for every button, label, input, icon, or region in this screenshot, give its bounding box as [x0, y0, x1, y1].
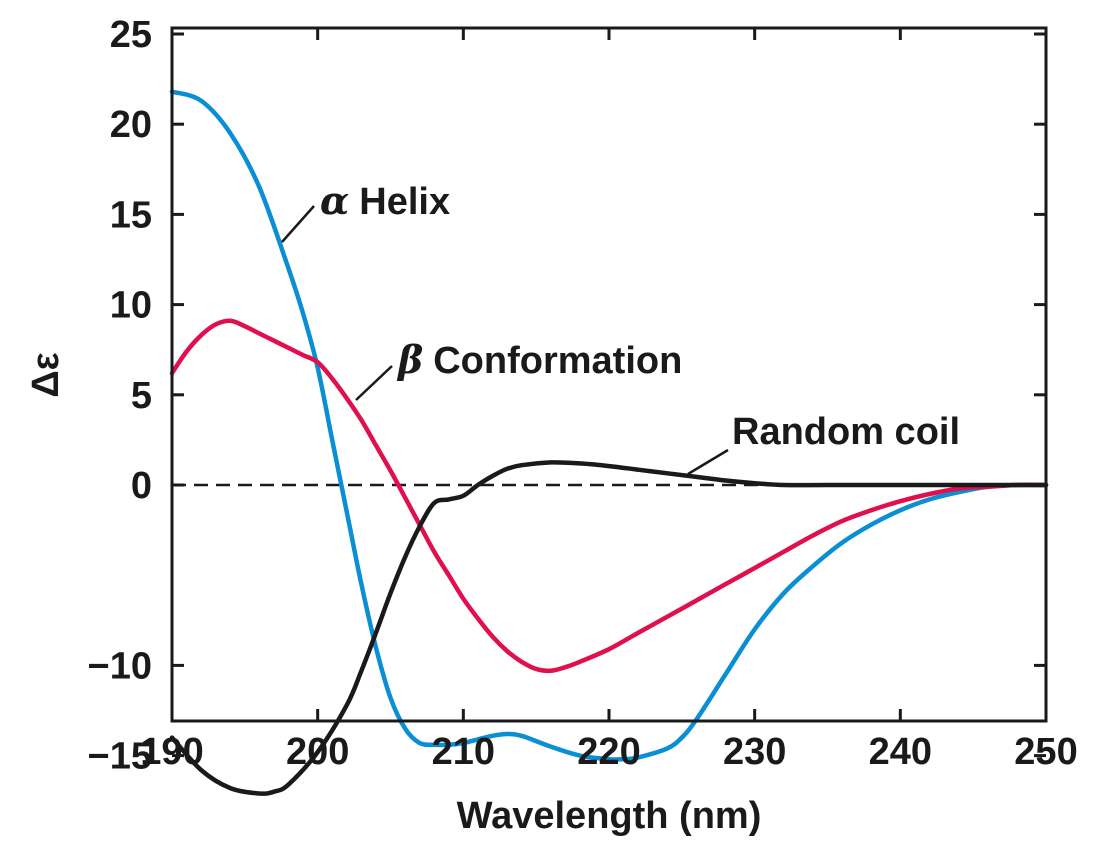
y-tick-label: −15 [88, 736, 152, 778]
y-tick-label: 10 [110, 285, 152, 327]
y-axis-label: Δε [25, 352, 67, 397]
y-tick-label: 0 [131, 465, 152, 507]
random-coil-leader [687, 448, 729, 476]
x-tick-label: 220 [577, 731, 640, 773]
x-tick-label: 210 [432, 731, 495, 773]
random-coil-line [169, 460, 1049, 796]
y-tick-label: 5 [131, 375, 152, 417]
alpha-helix-label: α Helix [320, 178, 450, 223]
beta-conformation-text: Conformation [433, 340, 682, 382]
beta-conformation-label: β Conformation [396, 337, 682, 382]
x-tick-label: 200 [286, 731, 349, 773]
y-tick-label: −10 [88, 645, 152, 687]
x-tick-label: 190 [140, 731, 203, 773]
beta-symbol: β [396, 337, 423, 382]
y-tick-label: 15 [110, 194, 152, 236]
x-axis-label: Wavelength (nm) [457, 795, 762, 837]
y-tick-label: 20 [110, 104, 152, 146]
x-tick-label: 240 [869, 731, 932, 773]
random-coil-label: Random coil [732, 411, 960, 453]
x-tick-label: 230 [723, 731, 786, 773]
beta-conformation-line [169, 318, 1049, 674]
beta-conformation-leader [355, 365, 393, 401]
x-tick-label: 250 [1014, 731, 1077, 773]
alpha-helix-line [169, 89, 1049, 762]
alpha-symbol: α [320, 178, 349, 223]
alpha-helix-leader [281, 205, 315, 243]
y-tick-label: 25 [110, 14, 152, 56]
alpha-helix-text: Helix [359, 181, 450, 223]
